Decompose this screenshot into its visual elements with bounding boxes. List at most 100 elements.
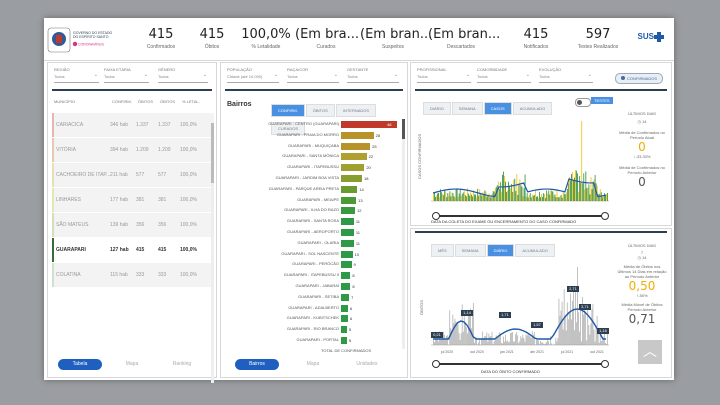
bairros-button[interactable]: Bairros	[235, 359, 279, 370]
tab-confirm[interactable]: CONFIRM.	[271, 104, 305, 117]
filter-profissional[interactable]: PROFISSIONAL Todos	[417, 67, 471, 83]
confirmados-pill[interactable]: CONFIRMADOS	[615, 73, 663, 84]
col-obitos[interactable]: ÓBITOS	[138, 99, 154, 104]
bar[interactable]	[341, 304, 348, 312]
filter-comorbidade[interactable]: COMORBIDADE Todos	[477, 67, 531, 83]
bar[interactable]	[341, 131, 374, 139]
bar-label: GUARAPARI - MUQUIÇABA	[287, 142, 339, 148]
tabela-button[interactable]: Tabela	[58, 359, 102, 370]
table-row[interactable]: CACHOEIRO DE ITAP... 211 hab 577 577 100,0%	[52, 163, 214, 187]
point-label: 1,71	[499, 312, 511, 318]
tab-obitos[interactable]: ÓBITOS	[305, 104, 335, 117]
filter-faixa-etaria[interactable]: FAIXA ETÁRIA Todos	[104, 67, 149, 83]
casos-bar	[516, 173, 518, 201]
bar[interactable]	[341, 164, 365, 172]
bar[interactable]	[341, 239, 354, 247]
bar[interactable]	[341, 175, 362, 182]
bar[interactable]	[341, 196, 357, 204]
mapa-bairros-button[interactable]: Mapa	[306, 361, 320, 367]
tab-acumulado[interactable]: ACUMULADO	[512, 102, 553, 115]
casos-bar	[588, 184, 590, 201]
date-slider[interactable]	[432, 212, 609, 220]
bar[interactable]	[341, 315, 348, 323]
tab-mes[interactable]: MÊS	[431, 244, 454, 257]
cell-value: 577	[136, 172, 145, 178]
table-row[interactable]: GUARAPARI 127 hab 415 415 100,0%	[52, 238, 214, 262]
tab-internados[interactable]: INTERNADOS	[335, 104, 377, 117]
col-letal[interactable]: % LETAL.	[182, 99, 200, 104]
filter-raca-cor[interactable]: RAÇA/COR Todos	[287, 67, 339, 83]
filter-gestante[interactable]: GESTANTE Todos	[347, 67, 399, 83]
bar-value: 25	[372, 143, 377, 149]
slider-end[interactable]	[601, 360, 609, 368]
table-row[interactable]: COLATINA 115 hab 333 333 100,0%	[52, 263, 214, 287]
bar[interactable]	[341, 142, 371, 150]
chevron-up-icon[interactable]: ︿	[638, 340, 662, 364]
cross-icon	[654, 32, 664, 42]
casos-bar	[552, 191, 554, 201]
obitos-bar	[436, 339, 437, 345]
casos-bar	[548, 190, 550, 201]
tab-casos[interactable]: CASOS	[483, 102, 512, 115]
filter-evolucao[interactable]: EVOLUÇÃO Todos	[539, 67, 593, 83]
obitos-bar	[580, 306, 581, 345]
slider-start[interactable]	[432, 360, 440, 368]
casos-bar	[574, 177, 575, 201]
slider-end[interactable]	[601, 212, 609, 220]
tab-acumulado-obitos[interactable]: ACUMULADO	[515, 244, 555, 257]
bar[interactable]	[341, 337, 347, 344]
obitos-date-slider[interactable]	[432, 360, 609, 368]
table-row[interactable]: VITÓRIA 394 hab 1.209 1.209 100,0%	[52, 138, 214, 162]
col-municipio[interactable]: MUNICÍPIO	[54, 99, 76, 104]
bar-label: GUARAPARI - PERÓCÃO	[292, 261, 339, 267]
tab-diario-obitos[interactable]: DIÁRIO	[486, 244, 515, 257]
casos-bar	[577, 173, 578, 201]
mapa-button[interactable]: Mapa	[125, 361, 139, 367]
table-row[interactable]: SÃO MATEUS 139 hab 356 356 100,0%	[52, 213, 214, 237]
bar[interactable]	[341, 207, 355, 215]
filter-genero[interactable]: GÊNERO Todos	[158, 67, 208, 83]
tab-semana-obitos[interactable]: SEMANA	[454, 244, 486, 257]
bar[interactable]	[341, 185, 358, 193]
tab-semana[interactable]: SEMANA	[451, 102, 483, 115]
obitos-bar	[465, 327, 467, 345]
ranking-button[interactable]: Ranking	[172, 361, 192, 367]
casos-bar	[465, 196, 467, 201]
tab-curados[interactable]: CURADOS	[271, 122, 306, 135]
point-label: 0,21	[431, 332, 443, 338]
slider-start[interactable]	[432, 212, 440, 220]
bar[interactable]	[341, 283, 351, 290]
scrollbar[interactable]	[211, 123, 214, 383]
filter-regiao[interactable]: REGIÃO Todos	[54, 67, 99, 83]
table-row[interactable]: LINHARES 177 hab 381 381 100,0%	[52, 188, 214, 212]
bar[interactable]	[341, 261, 352, 269]
bar-label: GUARAPARI - JABARAÍ	[295, 283, 340, 288]
svg-text:3,71: 3,71	[581, 304, 590, 309]
bar[interactable]	[341, 250, 353, 258]
bar[interactable]	[341, 293, 350, 301]
testes-toggle[interactable]	[575, 98, 591, 107]
side-big-1: 0,50	[628, 279, 656, 293]
obitos-bar	[590, 323, 592, 345]
col-confirm[interactable]: CONFIRM.	[112, 99, 132, 104]
obitos-bar	[437, 335, 438, 345]
scrollbar[interactable]	[402, 119, 405, 349]
obitos-bar	[577, 267, 578, 345]
obitos-bar	[568, 311, 570, 345]
bar[interactable]	[341, 218, 354, 226]
obitos-x-label: DATA DO ÓBITO CONFIRMADO	[481, 369, 540, 374]
bar[interactable]	[341, 229, 354, 236]
bar[interactable]	[341, 272, 351, 280]
bar[interactable]	[341, 326, 347, 334]
table-row[interactable]: CARIACICA 346 hab 1.337 1.337 100,0%	[52, 113, 214, 137]
cell-value: 100,0%	[180, 147, 197, 153]
bar[interactable]	[341, 153, 367, 161]
obitos-bar	[504, 341, 505, 345]
filter-populacao[interactable]: POPULAÇÃO Cidade (até 10.000)	[227, 67, 279, 83]
unidades-button[interactable]: Unidades	[356, 361, 378, 367]
casos-bar	[597, 194, 599, 201]
bar[interactable]	[341, 121, 397, 128]
tab-diario[interactable]: DIÁRIO	[423, 102, 451, 115]
col-obitos-2[interactable]: ÓBITOS	[160, 99, 176, 104]
obitos-bar	[543, 343, 544, 345]
